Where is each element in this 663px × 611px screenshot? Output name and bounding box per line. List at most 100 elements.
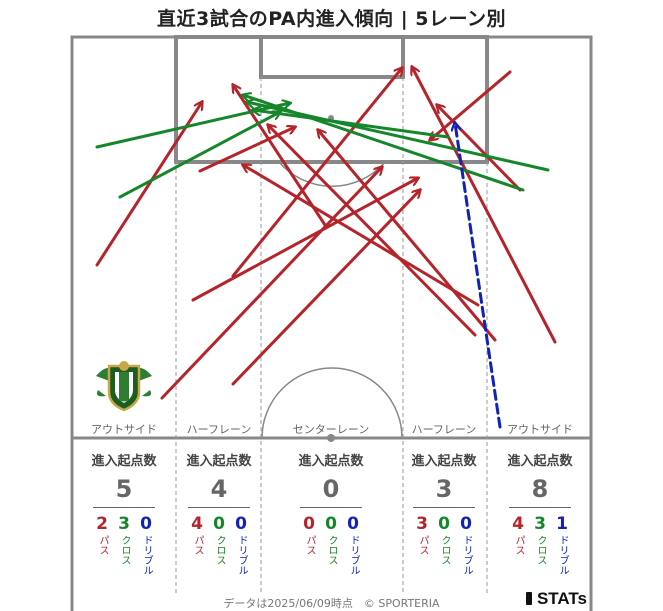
- pass-arrow: [231, 68, 402, 278]
- cross-arrow: [118, 112, 280, 199]
- lane-label-outside-left: アウトサイド: [91, 423, 157, 436]
- cross-value: 0: [325, 514, 337, 534]
- cross-label: クロス: [535, 535, 546, 565]
- dribble-count: 0 ドリブル: [139, 514, 153, 575]
- pass-arrow: [412, 67, 557, 344]
- stat-total: 4: [210, 475, 228, 503]
- pass-value: 3: [416, 514, 428, 534]
- dribble-value: 0: [140, 514, 152, 534]
- pass-count: 2 パス: [95, 514, 109, 575]
- club-crest-icon: [96, 361, 152, 412]
- pass-arrow: [231, 190, 420, 386]
- stat-breakdown: 2 パス 3 クロス 0 ドリブル: [74, 514, 174, 575]
- copyright: © SPORTERIA: [363, 597, 440, 610]
- center-spot: [327, 434, 335, 442]
- dribble-label: ドリブル: [141, 535, 152, 575]
- cross-count: 0 クロス: [212, 514, 226, 575]
- pass-label: パス: [304, 535, 315, 555]
- pass-arrow: [318, 130, 497, 342]
- stat-breakdown: 4 パス 0 クロス 0 ドリブル: [169, 514, 269, 575]
- center-circle: [261, 367, 403, 439]
- lane-dividers: [175, 77, 488, 595]
- cross-count: 0 クロス: [437, 514, 451, 575]
- footer-credit: データは2025/06/09時点 © SPORTERIA: [0, 595, 663, 611]
- stats-logo-text: STATs: [536, 589, 587, 608]
- dribble-arrow: [455, 123, 502, 429]
- pass-label: パス: [513, 535, 524, 555]
- pass-count: 3 パス: [415, 514, 429, 575]
- stat-divider: [413, 507, 475, 508]
- stat-total: 8: [531, 475, 549, 503]
- entry-arrows: [95, 67, 557, 429]
- dribble-label: ドリブル: [461, 535, 472, 575]
- dribble-label: ドリブル: [348, 535, 359, 575]
- stat-header: 進入起点数: [507, 454, 573, 469]
- dribble-label: ドリブル: [557, 535, 568, 575]
- stat-header: 進入起点数: [411, 454, 477, 469]
- cross-value: 0: [213, 514, 225, 534]
- stat-total: 3: [435, 475, 453, 503]
- lane-stats-halflane-right: 進入起点数 3 3 パス 0 クロス 0 ドリブル: [394, 450, 494, 575]
- dribble-value: 1: [556, 514, 568, 534]
- pass-label: パス: [192, 535, 203, 555]
- pass-arrow: [430, 70, 512, 140]
- pass-value: 2: [96, 514, 108, 534]
- dribble-count: 0 ドリブル: [459, 514, 473, 575]
- stats-logo-mark-icon: [525, 592, 532, 605]
- stat-header: 進入起点数: [298, 454, 364, 469]
- stats-logo: STATs: [525, 589, 587, 609]
- pass-arrow: [191, 178, 418, 302]
- pass-count: 4 パス: [190, 514, 204, 575]
- cross-count: 3 クロス: [533, 514, 547, 575]
- cross-value: 3: [534, 514, 546, 534]
- stat-breakdown: 4 パス 3 クロス 1 ドリブル: [490, 514, 590, 575]
- cross-value: 3: [118, 514, 130, 534]
- pass-value: 0: [303, 514, 315, 534]
- cross-label: クロス: [439, 535, 450, 565]
- lane-label-halflane-left: ハーフレーン: [186, 423, 252, 436]
- pass-value: 4: [512, 514, 524, 534]
- pass-label: パス: [97, 535, 108, 555]
- stat-divider: [509, 507, 571, 508]
- dribble-count: 1 ドリブル: [555, 514, 569, 575]
- pass-count: 4 パス: [511, 514, 525, 575]
- pass-value: 4: [191, 514, 203, 534]
- stat-total: 5: [115, 475, 133, 503]
- pass-arrow: [243, 165, 480, 307]
- cross-label: クロス: [119, 535, 130, 565]
- cross-count: 3 クロス: [117, 514, 131, 575]
- dribble-value: 0: [347, 514, 359, 534]
- goal-area: [259, 35, 405, 79]
- cross-value: 0: [438, 514, 450, 534]
- stat-divider: [93, 507, 155, 508]
- stat-breakdown: 3 パス 0 クロス 0 ドリブル: [394, 514, 494, 575]
- pass-arrow: [160, 167, 382, 400]
- lane-stats-center: 進入起点数 0 0 パス 0 クロス 0 ドリブル: [281, 450, 381, 575]
- dribble-count: 0 ドリブル: [234, 514, 248, 575]
- pass-arrow: [268, 125, 477, 337]
- pitch-lines: [70, 35, 593, 611]
- stat-breakdown: 0 パス 0 クロス 0 ドリブル: [281, 514, 381, 575]
- stat-header: 進入起点数: [91, 454, 157, 469]
- lane-stats-outside-right: 進入起点数 8 4 パス 3 クロス 1 ドリブル: [490, 450, 590, 575]
- dribble-value: 0: [235, 514, 247, 534]
- cross-label: クロス: [214, 535, 225, 565]
- pass-arrow: [437, 105, 522, 192]
- stat-divider: [300, 507, 362, 508]
- pass-label: パス: [417, 535, 428, 555]
- stat-header: 進入起点数: [186, 454, 252, 469]
- dribble-count: 0 ドリブル: [346, 514, 360, 575]
- cross-count: 0 クロス: [324, 514, 338, 575]
- lane-label-outside-right: アウトサイド: [507, 423, 573, 436]
- stat-total: 0: [322, 475, 340, 503]
- dribble-value: 0: [460, 514, 472, 534]
- lane-stats-halflane-left: 進入起点数 4 4 パス 0 クロス 0 ドリブル: [169, 450, 269, 575]
- cross-arrow: [243, 95, 525, 192]
- dribble-label: ドリブル: [236, 535, 247, 575]
- cross-arrow: [253, 110, 450, 139]
- lane-label-center: センターレーン: [292, 423, 370, 436]
- chart-title: 直近3試合のPA内進入傾向 | 5レーン別: [156, 8, 507, 30]
- stat-divider: [188, 507, 250, 508]
- lane-label-halflane-right: ハーフレーン: [411, 423, 477, 436]
- pass-arrow: [95, 102, 202, 267]
